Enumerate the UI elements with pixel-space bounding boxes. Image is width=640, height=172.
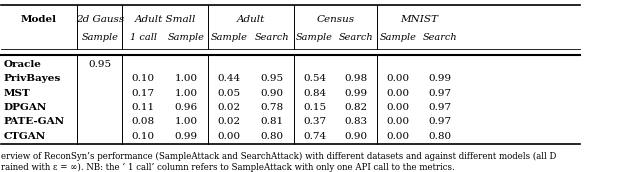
Text: 0.05: 0.05 bbox=[218, 89, 241, 98]
Text: 0.78: 0.78 bbox=[260, 103, 284, 112]
Text: 0.80: 0.80 bbox=[428, 132, 451, 141]
Text: 1.00: 1.00 bbox=[175, 117, 198, 126]
Text: Sample: Sample bbox=[380, 33, 417, 42]
Text: 0.44: 0.44 bbox=[218, 74, 241, 83]
Text: 0.83: 0.83 bbox=[345, 117, 368, 126]
Text: Model: Model bbox=[21, 15, 57, 24]
Text: Sample: Sample bbox=[211, 33, 247, 42]
Text: 0.97: 0.97 bbox=[428, 103, 451, 112]
Text: 0.00: 0.00 bbox=[387, 74, 410, 83]
Text: 0.97: 0.97 bbox=[428, 89, 451, 98]
Text: Adult: Adult bbox=[237, 15, 265, 24]
Text: DPGAN: DPGAN bbox=[4, 103, 47, 112]
Text: PrivBayes: PrivBayes bbox=[4, 74, 61, 83]
Text: Sample: Sample bbox=[168, 33, 205, 42]
Text: 0.54: 0.54 bbox=[303, 74, 326, 83]
Text: 0.74: 0.74 bbox=[303, 132, 326, 141]
Text: 1.00: 1.00 bbox=[175, 74, 198, 83]
Text: MST: MST bbox=[4, 89, 30, 98]
Text: 0.99: 0.99 bbox=[345, 89, 368, 98]
Text: Sample: Sample bbox=[81, 33, 118, 42]
Text: 0.99: 0.99 bbox=[428, 74, 451, 83]
Text: 0.02: 0.02 bbox=[218, 103, 241, 112]
Text: 0.81: 0.81 bbox=[260, 117, 284, 126]
Text: 0.10: 0.10 bbox=[132, 132, 155, 141]
Text: Search: Search bbox=[339, 33, 374, 42]
Text: 0.10: 0.10 bbox=[132, 74, 155, 83]
Text: 0.98: 0.98 bbox=[345, 74, 368, 83]
Text: 0.95: 0.95 bbox=[260, 74, 284, 83]
Text: 0.80: 0.80 bbox=[260, 132, 284, 141]
Text: 0.17: 0.17 bbox=[132, 89, 155, 98]
Text: 0.97: 0.97 bbox=[428, 117, 451, 126]
Text: 0.84: 0.84 bbox=[303, 89, 326, 98]
Text: 0.95: 0.95 bbox=[88, 60, 111, 69]
Text: Census: Census bbox=[316, 15, 355, 24]
Text: 2d Gauss: 2d Gauss bbox=[76, 15, 124, 24]
Text: 0.02: 0.02 bbox=[218, 117, 241, 126]
Text: 0.00: 0.00 bbox=[387, 132, 410, 141]
Text: Search: Search bbox=[422, 33, 457, 42]
Text: 1 call: 1 call bbox=[130, 33, 157, 42]
Text: Oracle: Oracle bbox=[4, 60, 42, 69]
Text: 0.00: 0.00 bbox=[218, 132, 241, 141]
Text: MNIST: MNIST bbox=[400, 15, 438, 24]
Text: 0.00: 0.00 bbox=[387, 89, 410, 98]
Text: erview of ReconSyn’s performance (SampleAttack and SearchAttack) with different : erview of ReconSyn’s performance (Sample… bbox=[1, 152, 556, 172]
Text: 0.00: 0.00 bbox=[387, 103, 410, 112]
Text: 1.00: 1.00 bbox=[175, 89, 198, 98]
Text: Search: Search bbox=[255, 33, 289, 42]
Text: 0.96: 0.96 bbox=[175, 103, 198, 112]
Text: Sample: Sample bbox=[296, 33, 333, 42]
Text: 0.99: 0.99 bbox=[175, 132, 198, 141]
Text: 0.90: 0.90 bbox=[260, 89, 284, 98]
Text: PATE-GAN: PATE-GAN bbox=[4, 117, 65, 126]
Text: 0.00: 0.00 bbox=[387, 117, 410, 126]
Text: Adult Small: Adult Small bbox=[134, 15, 196, 24]
Text: 0.15: 0.15 bbox=[303, 103, 326, 112]
Text: 0.08: 0.08 bbox=[132, 117, 155, 126]
Text: 0.82: 0.82 bbox=[345, 103, 368, 112]
Text: 0.37: 0.37 bbox=[303, 117, 326, 126]
Text: 0.11: 0.11 bbox=[132, 103, 155, 112]
Text: 0.90: 0.90 bbox=[345, 132, 368, 141]
Text: CTGAN: CTGAN bbox=[4, 132, 46, 141]
